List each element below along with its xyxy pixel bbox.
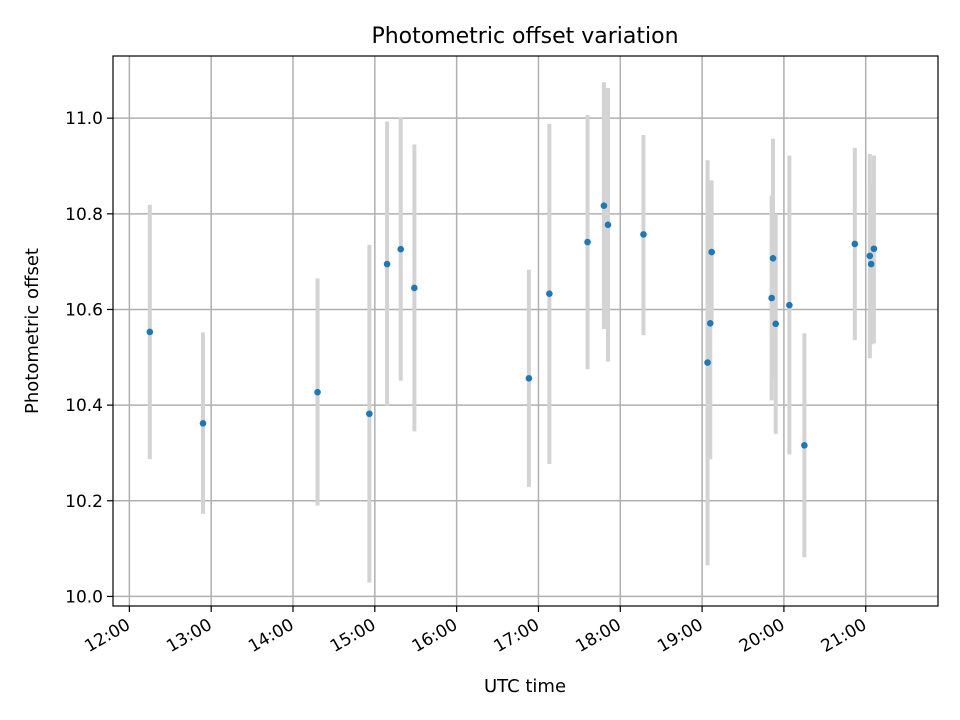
data-point (867, 260, 875, 268)
chart-title: Photometric offset variation (371, 24, 678, 49)
data-point (600, 202, 608, 209)
data-point (704, 359, 711, 366)
y-tick-label: 10.0 (65, 587, 103, 607)
data-point (851, 240, 859, 248)
data-point (801, 442, 808, 449)
data-point (708, 248, 715, 256)
data-point (772, 320, 780, 328)
data-point (706, 320, 714, 327)
data-point (383, 260, 391, 268)
data-point (199, 420, 207, 427)
grid (113, 56, 938, 606)
data-point (146, 328, 154, 336)
x-axis-label: UTC time (484, 676, 566, 697)
data-point (314, 388, 321, 396)
y-axis-label: Photometric offset (22, 248, 43, 414)
y-tick-label: 10.6 (65, 300, 103, 320)
y-tick-label: 10.4 (65, 396, 103, 416)
data-point (870, 245, 878, 253)
data-point (769, 255, 777, 262)
y-tick-label: 10.8 (65, 205, 103, 225)
data-point (525, 375, 533, 382)
data-point (866, 252, 874, 260)
data-point (768, 294, 775, 302)
data-point (786, 301, 793, 309)
y-tick-label: 10.2 (65, 492, 103, 512)
data-point (546, 290, 553, 297)
y-axis: 10.0 10.2 10.4 10.6 10.8 11.0 (65, 109, 113, 607)
y-tick-label: 11.0 (65, 109, 103, 129)
data-points (146, 202, 878, 449)
plot-frame (112, 55, 939, 607)
data-point (411, 284, 418, 292)
data-point (584, 238, 591, 246)
data-point (604, 221, 612, 229)
data-point (366, 410, 373, 418)
data-point (640, 231, 647, 238)
data-point (397, 245, 405, 253)
